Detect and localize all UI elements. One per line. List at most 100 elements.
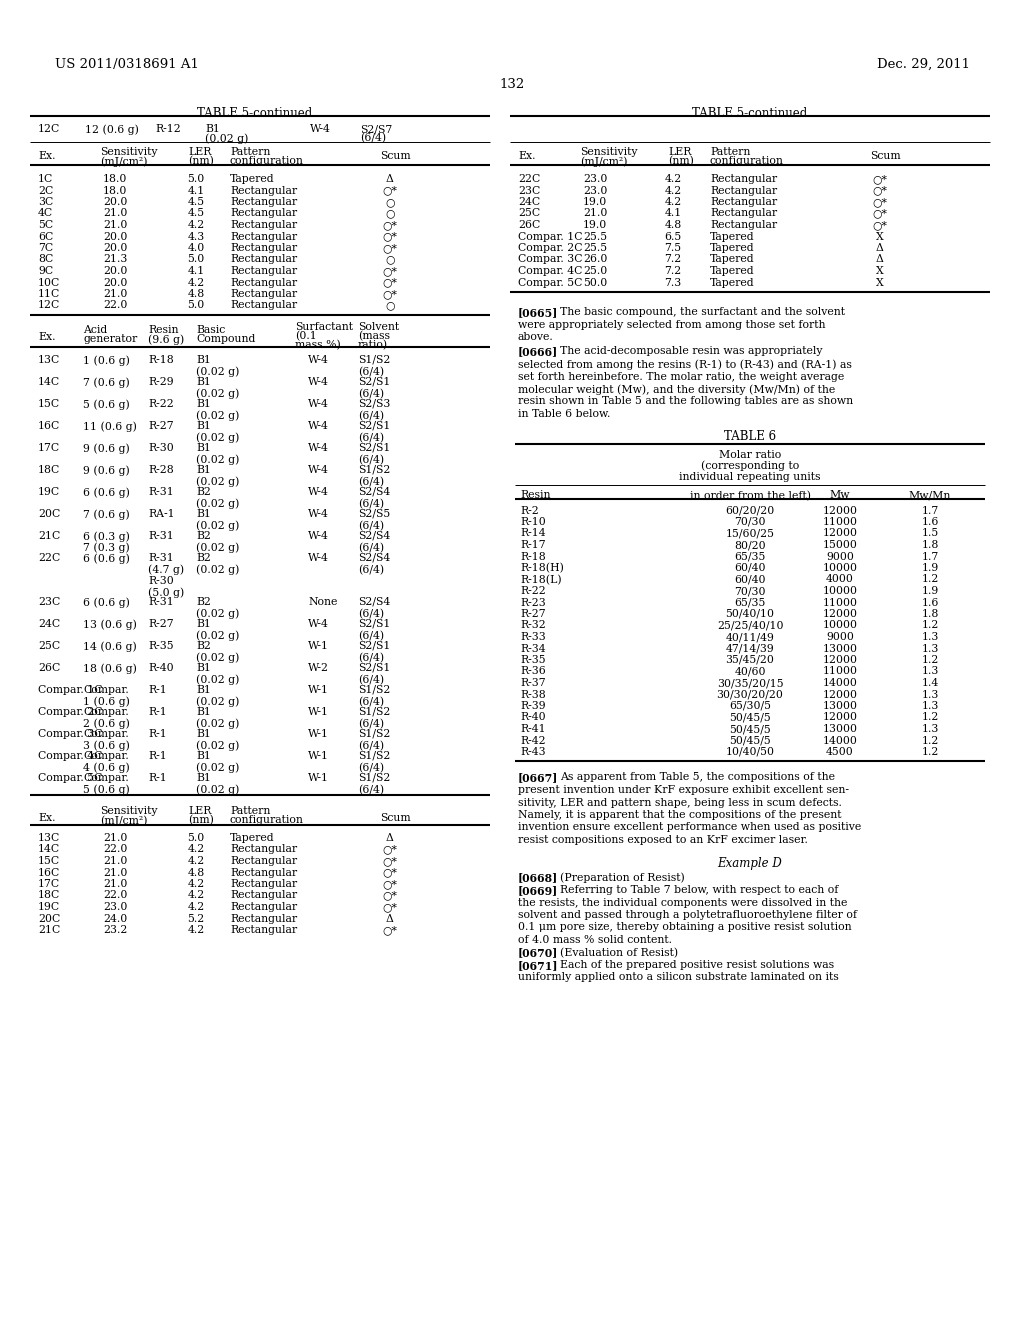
Text: [0668]: [0668] <box>518 873 558 883</box>
Text: 11 (0.6 g): 11 (0.6 g) <box>83 421 137 432</box>
Text: 12000: 12000 <box>822 689 857 700</box>
Text: S2/S4: S2/S4 <box>358 597 390 607</box>
Text: (6/4): (6/4) <box>358 520 384 531</box>
Text: Rectangular: Rectangular <box>230 267 297 276</box>
Text: W-4: W-4 <box>308 355 329 366</box>
Text: 13 (0.6 g): 13 (0.6 g) <box>83 619 137 630</box>
Text: (0.02 g): (0.02 g) <box>196 763 240 774</box>
Text: 21.0: 21.0 <box>102 209 127 219</box>
Text: R-27: R-27 <box>148 619 174 630</box>
Text: 5 (0.6 g): 5 (0.6 g) <box>83 399 130 409</box>
Text: R-37: R-37 <box>520 678 546 688</box>
Text: 4C: 4C <box>38 209 53 219</box>
Text: 20.0: 20.0 <box>102 267 127 276</box>
Text: 7.5: 7.5 <box>665 243 682 253</box>
Text: Rectangular: Rectangular <box>230 243 297 253</box>
Text: R-36: R-36 <box>520 667 546 676</box>
Text: (0.02 g): (0.02 g) <box>196 454 240 465</box>
Text: R-14: R-14 <box>520 528 546 539</box>
Text: Compar.: Compar. <box>83 751 129 762</box>
Text: 80/20: 80/20 <box>734 540 766 550</box>
Text: Referring to Table 7 below, with respect to each of: Referring to Table 7 below, with respect… <box>560 884 839 895</box>
Text: ○*: ○* <box>383 902 397 912</box>
Text: (6/4): (6/4) <box>358 718 384 729</box>
Text: 60/20/20: 60/20/20 <box>725 506 774 516</box>
Text: Rectangular: Rectangular <box>710 186 777 195</box>
Text: 26C: 26C <box>38 663 60 673</box>
Text: 15000: 15000 <box>822 540 857 550</box>
Text: 1.3: 1.3 <box>922 689 939 700</box>
Text: 12000: 12000 <box>822 609 857 619</box>
Text: B1: B1 <box>196 774 211 783</box>
Text: R-31: R-31 <box>148 531 174 541</box>
Text: W-4: W-4 <box>308 444 329 453</box>
Text: 0.1 μm pore size, thereby obtaining a positive resist solution: 0.1 μm pore size, thereby obtaining a po… <box>518 923 852 932</box>
Text: 1.3: 1.3 <box>922 632 939 642</box>
Text: 12 (0.6 g): 12 (0.6 g) <box>85 124 139 135</box>
Text: 4.8: 4.8 <box>665 220 682 230</box>
Text: 26.0: 26.0 <box>583 255 607 264</box>
Text: 20C: 20C <box>38 510 60 519</box>
Text: 25C: 25C <box>38 642 60 651</box>
Text: 5.0: 5.0 <box>187 833 205 843</box>
Text: 47/14/39: 47/14/39 <box>726 644 774 653</box>
Text: B1: B1 <box>196 685 211 696</box>
Text: Scum: Scum <box>870 150 901 161</box>
Text: W-4: W-4 <box>308 553 329 564</box>
Text: 9 (0.6 g): 9 (0.6 g) <box>83 465 130 475</box>
Text: 30/30/20/20: 30/30/20/20 <box>717 689 783 700</box>
Text: 4.0: 4.0 <box>187 243 205 253</box>
Text: 21.0: 21.0 <box>102 289 127 300</box>
Text: 3 (0.6 g): 3 (0.6 g) <box>83 741 130 751</box>
Text: (6/4): (6/4) <box>358 784 384 795</box>
Text: R-31: R-31 <box>148 487 174 498</box>
Text: 23.0: 23.0 <box>102 902 127 912</box>
Text: Tapered: Tapered <box>710 277 755 288</box>
Text: 4.8: 4.8 <box>187 289 205 300</box>
Text: S1/S2: S1/S2 <box>358 355 390 366</box>
Text: 21.0: 21.0 <box>102 220 127 230</box>
Text: Namely, it is apparent that the compositions of the present: Namely, it is apparent that the composit… <box>518 810 842 820</box>
Text: 5.2: 5.2 <box>187 913 205 924</box>
Text: (6/4): (6/4) <box>358 388 384 399</box>
Text: B2: B2 <box>196 531 211 541</box>
Text: Tapered: Tapered <box>710 255 755 264</box>
Text: R-27: R-27 <box>148 421 174 432</box>
Text: W-1: W-1 <box>308 642 329 651</box>
Text: Dec. 29, 2011: Dec. 29, 2011 <box>877 58 970 71</box>
Text: (mJ/cm²): (mJ/cm²) <box>580 156 628 166</box>
Text: LER: LER <box>668 147 691 157</box>
Text: invention ensure excellent performance when used as positive: invention ensure excellent performance w… <box>518 822 861 833</box>
Text: 23.2: 23.2 <box>102 925 127 935</box>
Text: [0670]: [0670] <box>518 948 558 958</box>
Text: 21.0: 21.0 <box>102 855 127 866</box>
Text: (0.02 g): (0.02 g) <box>196 543 240 553</box>
Text: 21C: 21C <box>38 925 60 935</box>
Text: 4.2: 4.2 <box>187 891 205 900</box>
Text: S1/S2: S1/S2 <box>358 774 390 783</box>
Text: (6/4): (6/4) <box>358 741 384 751</box>
Text: R-18(H): R-18(H) <box>520 564 564 573</box>
Text: Rectangular: Rectangular <box>230 913 297 924</box>
Text: R-1: R-1 <box>148 729 167 739</box>
Text: Rectangular: Rectangular <box>230 879 297 888</box>
Text: R-2: R-2 <box>520 506 539 516</box>
Text: R-18(L): R-18(L) <box>520 574 561 585</box>
Text: 11000: 11000 <box>822 517 857 527</box>
Text: 18 (0.6 g): 18 (0.6 g) <box>83 663 137 673</box>
Text: Rectangular: Rectangular <box>230 891 297 900</box>
Text: 1.6: 1.6 <box>922 598 939 607</box>
Text: 22.0: 22.0 <box>102 301 127 310</box>
Text: ○: ○ <box>385 197 394 207</box>
Text: 4.2: 4.2 <box>187 902 205 912</box>
Text: 50/45/5: 50/45/5 <box>729 713 771 722</box>
Text: S2/S4: S2/S4 <box>358 553 390 564</box>
Text: 1.2: 1.2 <box>922 620 939 631</box>
Text: 4.2: 4.2 <box>187 879 205 888</box>
Text: 1.3: 1.3 <box>922 723 939 734</box>
Text: (6/4): (6/4) <box>358 477 384 487</box>
Text: 12000: 12000 <box>822 713 857 722</box>
Text: 6 (0.6 g): 6 (0.6 g) <box>83 553 130 564</box>
Text: Ex.: Ex. <box>38 150 55 161</box>
Text: R-22: R-22 <box>520 586 546 597</box>
